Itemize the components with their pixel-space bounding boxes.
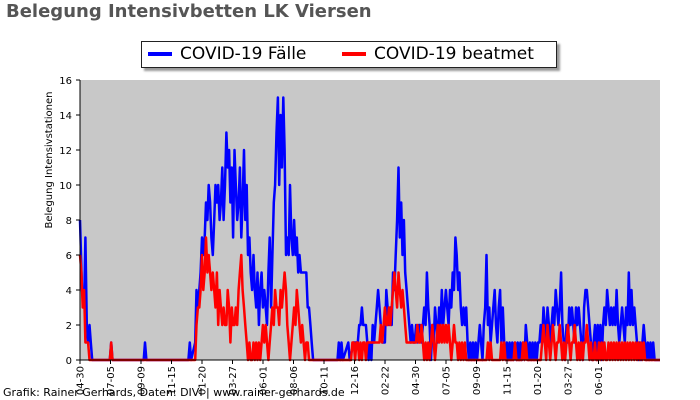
x-tick-label: 08-06 xyxy=(289,366,300,395)
legend: COVID-19 Fälle COVID-19 beatmet xyxy=(141,41,557,68)
x-tick-label: 04-30 xyxy=(411,366,422,395)
y-tick-label: 2 xyxy=(66,321,72,332)
series-line-beatmet xyxy=(78,236,660,362)
y-tick-label: 14 xyxy=(59,111,72,122)
footer-credit: Grafik: Rainer Gerhards, Daten: DIVI | w… xyxy=(3,386,345,399)
axes-layer: 0 2 4 6 8 10 12 14 16 04-30 07-05 09-09 11-15 01-20 03… xyxy=(59,76,660,395)
x-tick-label: 11-15 xyxy=(503,366,514,395)
y-tick-label: 8 xyxy=(66,216,72,227)
series-layer xyxy=(78,96,660,362)
x-tick-label: 03-27 xyxy=(228,366,239,395)
x-tick-label: 06-01 xyxy=(594,366,605,395)
y-tick-label: 16 xyxy=(59,76,72,87)
x-tick-label: 11-15 xyxy=(167,366,178,395)
x-tick-label: 02-22 xyxy=(381,366,392,395)
x-tick-label: 01-20 xyxy=(198,366,209,395)
legend-item-faelle: COVID-19 Fälle xyxy=(148,43,306,65)
y-axis-label: Belegung Intensivstationen xyxy=(44,91,55,228)
y-tick-label: 4 xyxy=(66,286,72,297)
x-tick-label: 09-09 xyxy=(137,366,148,395)
legend-item-beatmet: COVID-19 beatmet xyxy=(342,43,534,65)
x-tick-label: 09-09 xyxy=(472,366,483,395)
series-line-faelle xyxy=(78,96,660,362)
x-tick-label: 10-11 xyxy=(320,366,331,395)
x-tick-label: 03-27 xyxy=(564,366,575,395)
x-tick-label: 07-05 xyxy=(106,366,117,395)
legend-swatch-faelle xyxy=(148,52,172,56)
x-tick-label: 12-16 xyxy=(350,366,361,395)
x-tick-label: 06-01 xyxy=(259,366,270,395)
legend-label-faelle: COVID-19 Fälle xyxy=(180,44,307,64)
y-tick-label: 10 xyxy=(59,181,72,192)
x-tick-label: 04-30 xyxy=(76,366,87,395)
x-tick-label: 07-05 xyxy=(442,366,453,395)
y-tick-label: 0 xyxy=(66,356,72,367)
chart-title: Belegung Intensivbetten LK Viersen xyxy=(6,1,372,22)
legend-label-beatmet: COVID-19 beatmet xyxy=(374,44,534,64)
legend-swatch-beatmet xyxy=(342,52,366,56)
y-tick-label: 12 xyxy=(59,146,72,157)
x-tick-label: 01-20 xyxy=(533,366,544,395)
y-tick-label: 6 xyxy=(66,251,72,262)
